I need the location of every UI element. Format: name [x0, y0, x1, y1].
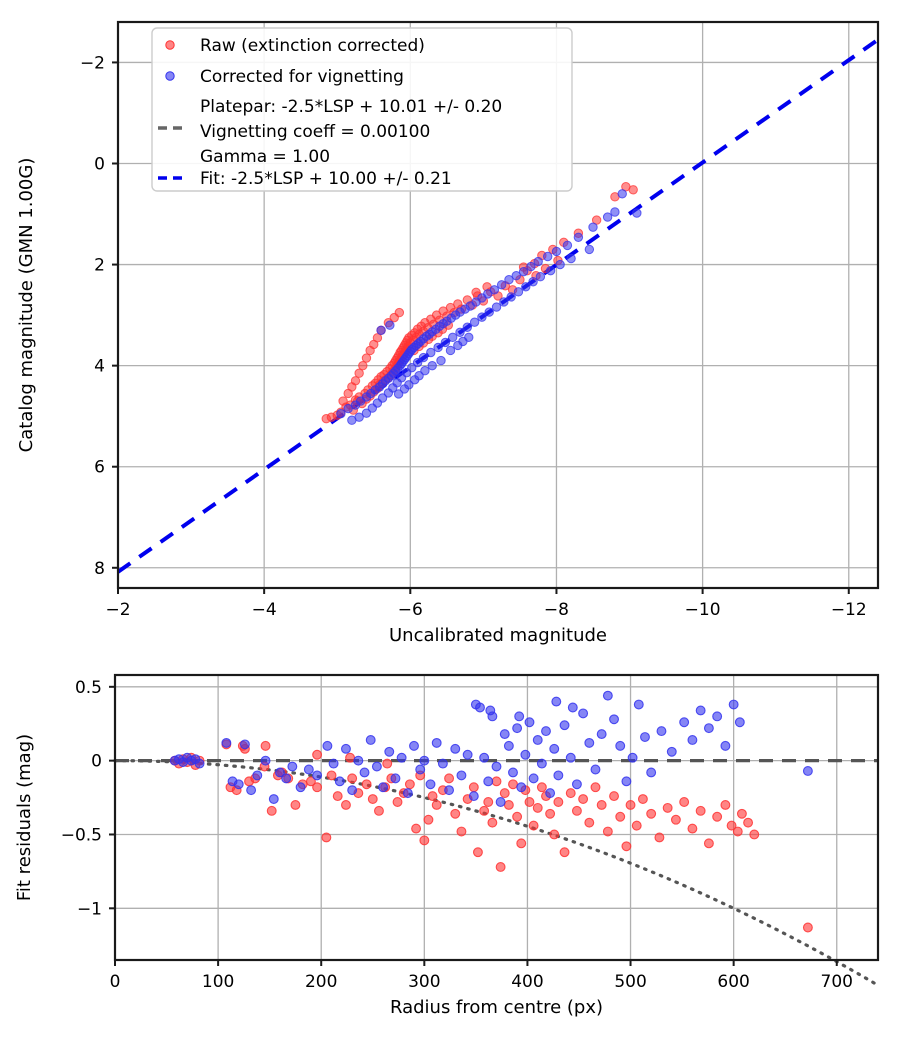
- x-tick-label: −6: [398, 600, 423, 620]
- legend-label-corrected: Corrected for vignetting: [200, 67, 404, 87]
- legend-marker-raw: [165, 40, 175, 50]
- x-tick-label: −2: [105, 600, 130, 620]
- legend-label-raw: Raw (extinction corrected): [200, 36, 425, 56]
- axis-ticks: 0 100 200 300 400 500 600 700 0.5 0 −0.5 −1: [61, 678, 853, 992]
- axes-frame: [116, 20, 880, 590]
- photometry-calibration-svg: −2 −4 −6 −8 −10 −12 −2 0 2 4 6 8 Uncalibrated magnit…: [16, 20, 880, 646]
- y-tick-label: 0: [91, 752, 102, 772]
- y-tick-label: 6: [94, 458, 105, 478]
- y-tick-label: 0: [94, 155, 105, 175]
- series-raw: [169, 739, 813, 933]
- axis-ticks: −2 −4 −6 −8 −10 −12 −2 0 2 4 6 8: [80, 53, 867, 620]
- series-corrected: [169, 690, 813, 807]
- x-tick-label: 500: [614, 972, 646, 992]
- legend-marker-corrected: [165, 71, 175, 81]
- series-corrected: [336, 189, 642, 425]
- axes-frame: [113, 673, 880, 962]
- x-tick-label: 600: [717, 972, 749, 992]
- y-axis-label: Fit residuals (mag): [14, 734, 35, 901]
- x-tick-label: 300: [408, 972, 440, 992]
- grid-lines: [114, 675, 878, 960]
- x-axis-label: Radius from centre (px): [390, 997, 603, 1018]
- y-tick-label: −0.5: [61, 825, 102, 845]
- fit-residuals-plot: 0 100 200 300 400 500 600 700 0.5 0 −0.5 −1 Radius f…: [0, 650, 900, 1050]
- y-tick-label: 8: [94, 559, 105, 579]
- legend-label-platepar-line3: Gamma = 1.00: [200, 147, 330, 167]
- x-tick-label: 100: [202, 972, 234, 992]
- x-tick-label: −4: [252, 600, 277, 620]
- photometry-calibration-plot: −2 −4 −6 −8 −10 −12 −2 0 2 4 6 8 Uncalibrated magnit…: [16, 20, 880, 646]
- y-tick-label: −2: [80, 53, 105, 73]
- x-tick-label: 400: [511, 972, 543, 992]
- data-points: [321, 182, 642, 425]
- fit-residuals-svg: 0 100 200 300 400 500 600 700 0.5 0 −0.5 −1 Radius f…: [14, 673, 880, 1018]
- legend-label-platepar-line1: Platepar: -2.5*LSP + 10.01 +/- 0.20: [200, 97, 502, 117]
- y-tick-label: −1: [77, 899, 102, 919]
- x-tick-label: 200: [305, 972, 337, 992]
- legend-label-fit: Fit: -2.5*LSP + 10.00 +/- 0.21: [200, 169, 452, 189]
- x-axis-label: Uncalibrated magnitude: [389, 625, 607, 646]
- x-tick-label: −12: [831, 600, 867, 620]
- vignetting-model-curve: [113, 759, 878, 986]
- y-tick-label: 0.5: [75, 678, 102, 698]
- y-tick-label: 4: [94, 357, 105, 377]
- y-axis-label: Catalog magnitude (GMN 1.00G): [16, 158, 37, 453]
- data-points: [169, 690, 813, 933]
- x-tick-label: −8: [544, 600, 569, 620]
- legend: Raw (extinction corrected) Corrected for …: [151, 27, 573, 192]
- y-tick-label: 2: [94, 256, 105, 276]
- x-tick-label: −10: [685, 600, 721, 620]
- x-tick-label: 0: [110, 972, 121, 992]
- x-tick-label: 700: [821, 972, 853, 992]
- legend-label-platepar-line2: Vignetting coeff = 0.00100: [200, 122, 430, 142]
